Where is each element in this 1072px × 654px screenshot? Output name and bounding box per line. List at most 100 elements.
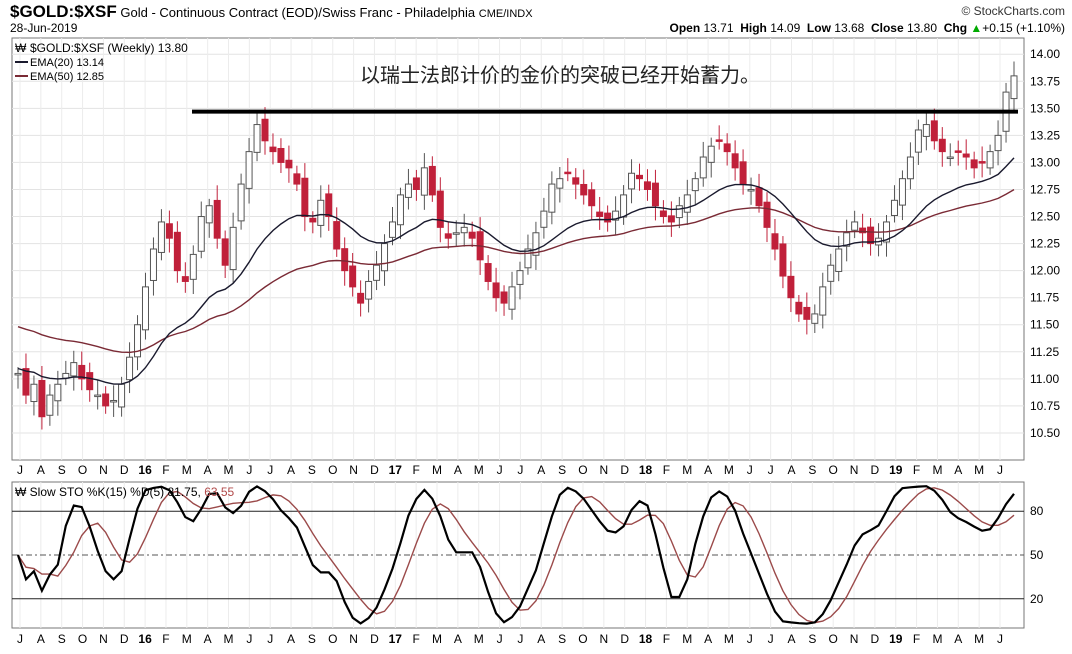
price-x-tick: D (871, 463, 880, 477)
candle-body (157, 221, 165, 253)
stoch-x-tick: N (349, 632, 358, 646)
candle-body (118, 383, 126, 408)
candle-body (556, 178, 564, 189)
price-x-tick: M (432, 463, 442, 477)
price-y-tick: 10.50 (1030, 426, 1060, 440)
candle-body (94, 394, 102, 398)
candle-body (428, 165, 436, 196)
price-x-tick: S (58, 463, 66, 477)
candle-body (484, 263, 492, 282)
stoch-legend-icon: ₩ (15, 485, 30, 499)
candle-body (643, 181, 651, 190)
stoch-x-tick: M (474, 632, 484, 646)
stoch-x-tick: M (224, 632, 234, 646)
candle-body (277, 147, 285, 163)
stoch-x-tick: F (162, 632, 169, 646)
candle-body (612, 210, 620, 221)
price-y-tick: 11.25 (1030, 345, 1059, 359)
stoch-x-tick: F (412, 632, 419, 646)
candle-body (795, 301, 803, 315)
high-label: High (740, 21, 767, 35)
candle-body (221, 238, 229, 266)
candlestick-series (14, 61, 1018, 430)
price-x-tick: 19 (889, 463, 903, 477)
stoch-x-tick: O (78, 632, 87, 646)
candle-body (954, 150, 962, 153)
candle-body (906, 156, 914, 180)
candle-body (388, 221, 396, 238)
price-x-tick: A (204, 463, 212, 477)
low-value: 13.68 (834, 21, 865, 35)
price-x-tick: M (724, 463, 734, 477)
price-x-tick: J (768, 463, 774, 477)
price-x-tick: J (267, 463, 273, 477)
price-x-tick: O (829, 463, 838, 477)
price-y-tick: 12.00 (1030, 264, 1060, 278)
candle-body (14, 372, 22, 376)
candle-body (349, 265, 357, 288)
candle-body (30, 383, 38, 403)
candle-body (149, 248, 157, 281)
chart-header-row2: 28-Jun-2019 Open 13.71 High 14.09 Low 13… (10, 21, 1065, 37)
price-x-tick: A (787, 463, 795, 477)
stoch-legend-prefix: Slow STO %K(15) %D(5) (30, 485, 164, 499)
price-x-tick: J (246, 463, 252, 477)
candle-body (373, 264, 381, 281)
stoch-x-tick: 17 (389, 632, 403, 646)
price-y-tick: 13.75 (1030, 74, 1060, 88)
stoch-x-tick: O (578, 632, 587, 646)
candle-body (843, 232, 851, 247)
stoch-d-value: 63.55 (204, 485, 234, 499)
chart-annotation: 以瑞士法郎计价的金价的突破已经开始蓄力。 (360, 64, 760, 87)
price-x-tick: M (682, 463, 692, 477)
price-x-tick: A (287, 463, 295, 477)
candle-body (444, 233, 452, 239)
stoch-legend: ₩ Slow STO %K(15) %D(5) 81.75, 63.55 (15, 485, 235, 499)
candle-body (548, 183, 556, 213)
candle-body (819, 286, 827, 316)
stoch-x-tick: M (932, 632, 942, 646)
price-x-tick: O (78, 463, 87, 477)
price-y-tick: 13.00 (1030, 155, 1060, 169)
high-value: 14.09 (770, 21, 801, 35)
chg-arrow-icon: ▲ (970, 21, 983, 35)
stoch-x-tick: D (370, 632, 379, 646)
stoch-x-tick: S (808, 632, 816, 646)
stoch-y-tick: 80 (1030, 504, 1044, 518)
candle-body (516, 270, 524, 285)
candle-body (604, 212, 612, 223)
legend-main: $GOLD:$XSF (Weekly) 13.80 (30, 41, 188, 55)
stoch-x-tick: S (308, 632, 316, 646)
candle-body (564, 171, 572, 175)
candle-body (699, 156, 707, 179)
candle-body (962, 153, 970, 158)
price-x-tick: F (913, 463, 920, 477)
price-x-tick: A (37, 463, 45, 477)
candle-body (420, 167, 428, 196)
stoch-x-tick: S (58, 632, 66, 646)
candle-body (739, 161, 747, 185)
stoch-x-tick: J (497, 632, 503, 646)
candle-body (867, 226, 875, 245)
candle-body (205, 205, 213, 224)
candle-body (341, 248, 349, 272)
price-x-tick: F (663, 463, 670, 477)
open-value: 13.71 (703, 21, 734, 35)
chg-value: +0.15 (+1.10%) (982, 21, 1065, 35)
price-y-tick: 11.00 (1030, 372, 1059, 386)
stoch-x-tick: M (182, 632, 192, 646)
candle-body (835, 248, 843, 272)
candle-body (110, 399, 118, 403)
stoch-x-tick: A (954, 632, 962, 646)
candle-body (78, 364, 86, 380)
candle-body (787, 275, 795, 299)
candle-body (659, 210, 667, 218)
watermark: © StockCharts.com (961, 4, 1065, 18)
candle-body (946, 156, 954, 160)
stoch-x-tick: J (997, 632, 1003, 646)
stoch-x-tick: A (37, 632, 45, 646)
price-x-tick: D (120, 463, 129, 477)
low-label: Low (806, 21, 831, 35)
close-label: Close (870, 21, 904, 35)
